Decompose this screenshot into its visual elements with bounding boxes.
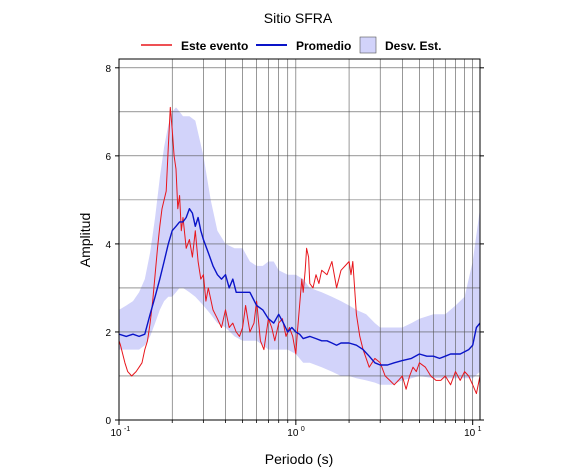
y-tick-label: 2 <box>105 328 111 339</box>
y-tick-label: 0 <box>105 416 111 427</box>
x-axis-label: Periodo (s) <box>265 451 333 467</box>
y-tick-label: 6 <box>105 152 111 163</box>
y-axis-label: Amplitud <box>77 213 93 267</box>
plot-frame <box>118 58 481 421</box>
x-tick-label-exponent: 1 <box>478 426 482 433</box>
legend-event-label: Este evento <box>181 39 248 53</box>
series-line-este-evento <box>119 106 480 395</box>
x-tick-label: 10 <box>110 428 122 439</box>
legend-band-swatch <box>359 36 377 54</box>
series-line-promedio <box>119 208 480 366</box>
legend-mean-label: Promedio <box>296 39 351 53</box>
x-tick-label: 10 <box>287 428 299 439</box>
x-tick-label-exponent: 0 <box>301 426 305 433</box>
legend: Este evento Promedio Desv. Est. <box>141 36 441 54</box>
legend-band-label: Desv. Est. <box>385 39 441 53</box>
x-tick-label: 10 <box>464 428 476 439</box>
x-tick-label-exponent: -1 <box>124 426 130 433</box>
y-tick-label: 8 <box>105 64 111 75</box>
chart-title: Sitio SFRA <box>264 10 333 26</box>
y-tick-label: 4 <box>105 240 111 251</box>
